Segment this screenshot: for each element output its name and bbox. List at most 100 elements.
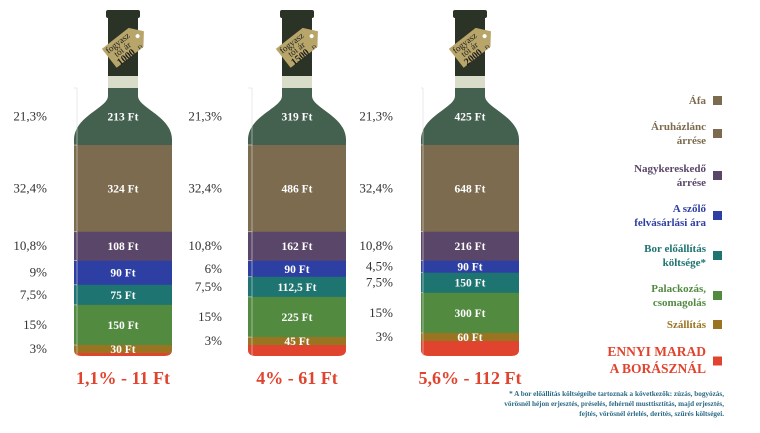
tag-unit: Ft xyxy=(311,44,319,52)
legend-label: csomagolás xyxy=(653,297,707,309)
segment-4 xyxy=(421,260,519,274)
neck-band xyxy=(455,76,485,88)
tag-hole xyxy=(135,34,140,39)
segment-percent-label: 15% xyxy=(369,305,393,320)
legend-marker xyxy=(713,291,722,300)
winemaker-share-total: 1,1% - 11 Ft xyxy=(76,368,170,388)
segment-8 xyxy=(74,353,172,356)
legend-marker xyxy=(713,211,722,220)
legend-label: költsége* xyxy=(663,257,707,269)
segment-3 xyxy=(248,231,346,262)
segment-value-label: 30 Ft xyxy=(110,344,135,356)
segment-percent-label: 7,5% xyxy=(20,287,47,302)
legend-label: A szőlő xyxy=(673,203,707,215)
segment-4 xyxy=(74,260,172,286)
segment-value-label: 112,5 Ft xyxy=(278,282,317,294)
segment-2 xyxy=(248,144,346,233)
legend-label: felvásárlási ára xyxy=(634,217,706,229)
bottle-lip xyxy=(280,10,314,18)
legend-marker xyxy=(713,320,722,329)
segment-value-label: 425 Ft xyxy=(455,111,486,123)
bottle-lip xyxy=(453,10,487,18)
segment-value-label: 150 Ft xyxy=(455,278,486,290)
segment-6 xyxy=(421,292,519,334)
segment-7 xyxy=(421,332,519,342)
legend-marker xyxy=(713,171,722,180)
segment-6 xyxy=(74,304,172,346)
legend: Áfa Áruházlánc árrése Nagykereskedő árrése A … xyxy=(607,95,722,376)
segment-percent-label: 10,8% xyxy=(13,238,47,253)
segment-5 xyxy=(248,276,346,298)
legend-label: Szállítás xyxy=(667,319,707,331)
legend-marker xyxy=(713,251,722,260)
bottle-1: 213 Ft 21,3% 324 Ft 32,4% 108 Ft 10,8% 90 Ft 9%… xyxy=(13,10,172,388)
footnote: * A bor előállítás költségeibe tartoznak… xyxy=(504,390,724,418)
segment-7 xyxy=(248,337,346,346)
segment-value-label: 108 Ft xyxy=(108,241,139,253)
segment-percent-label: 6% xyxy=(205,261,223,276)
bottle-2: 319 Ft 21,3% 486 Ft 32,4% 162 Ft 10,8% 90 Ft 6%… xyxy=(188,10,346,388)
legend-label: ENNYI MARAD xyxy=(607,344,706,359)
segment-4 xyxy=(248,260,346,278)
segment-value-label: 60 Ft xyxy=(457,332,482,344)
tag-unit: Ft xyxy=(484,44,492,52)
segment-value-label: 162 Ft xyxy=(282,241,313,253)
segment-value-label: 319 Ft xyxy=(282,111,313,123)
segment-value-label: 213 Ft xyxy=(108,112,139,124)
segment-3 xyxy=(421,231,519,262)
legend-marker xyxy=(713,96,722,105)
segment-percent-label: 15% xyxy=(198,309,222,324)
bottle-body xyxy=(421,88,519,356)
segment-5 xyxy=(421,272,519,294)
legend-label: Áfa xyxy=(689,95,707,107)
legend-label: A BORÁSZNÁL xyxy=(610,361,706,376)
segment-value-label: 90 Ft xyxy=(457,262,482,274)
tag-hole xyxy=(482,34,487,39)
segment-value-label: 75 Ft xyxy=(110,290,135,302)
legend-label: árrése xyxy=(677,177,706,189)
footnote-line: fejtés, vörösnél érlelés, derítés, szűré… xyxy=(579,410,724,418)
tag-shape xyxy=(101,27,144,68)
segment-2 xyxy=(74,145,172,233)
segment-percent-label: 32,4% xyxy=(188,180,222,195)
segment-value-label: 216 Ft xyxy=(455,241,486,253)
footnote-line: * A bor előállítás költségeibe tartoznak… xyxy=(509,390,724,398)
segment-percent-label: 21,3% xyxy=(13,109,47,124)
legend-label: Áruházlánc xyxy=(651,121,706,133)
segment-value-label: 90 Ft xyxy=(110,268,135,280)
segment-percent-label: 15% xyxy=(23,317,47,332)
bottle-body xyxy=(248,88,346,356)
segment-percent-label: 4,5% xyxy=(366,259,393,274)
segment-6 xyxy=(248,296,346,338)
neck-band xyxy=(282,76,312,88)
segment-percent-label: 3% xyxy=(376,329,394,344)
segment-value-label: 486 Ft xyxy=(282,183,313,195)
legend-label: Bor előállítás xyxy=(644,243,707,255)
legend-label: árrése xyxy=(677,135,706,147)
tag-shape xyxy=(275,27,318,68)
segment-percent-label: 21,3% xyxy=(359,108,393,123)
segment-percent-label: 3% xyxy=(30,341,48,356)
footnote-line: vörösnél héjon erjesztés, préselés, fehé… xyxy=(504,400,724,408)
legend-marker xyxy=(713,129,722,138)
segment-value-label: 150 Ft xyxy=(108,320,139,332)
segment-percent-label: 3% xyxy=(205,333,223,348)
legend-label: Palackozás, xyxy=(651,283,706,295)
segment-7 xyxy=(74,345,172,354)
winemaker-share-total: 5,6% - 112 Ft xyxy=(419,368,522,388)
segment-2 xyxy=(421,144,519,233)
tag-unit: Ft xyxy=(137,44,145,52)
tag-hole xyxy=(309,34,314,39)
winemaker-share-total: 4% - 61 Ft xyxy=(256,368,337,388)
segment-value-label: 90 Ft xyxy=(284,264,309,276)
segment-8 xyxy=(248,345,346,356)
segment-value-label: 45 Ft xyxy=(284,336,309,348)
bottle-lip xyxy=(106,10,140,18)
segment-8 xyxy=(421,340,519,356)
neck-band xyxy=(108,76,138,88)
bottle-3: 425 Ft 21,3% 648 Ft 32,4% 216 Ft 10,8% 90 Ft 4,… xyxy=(359,10,522,388)
